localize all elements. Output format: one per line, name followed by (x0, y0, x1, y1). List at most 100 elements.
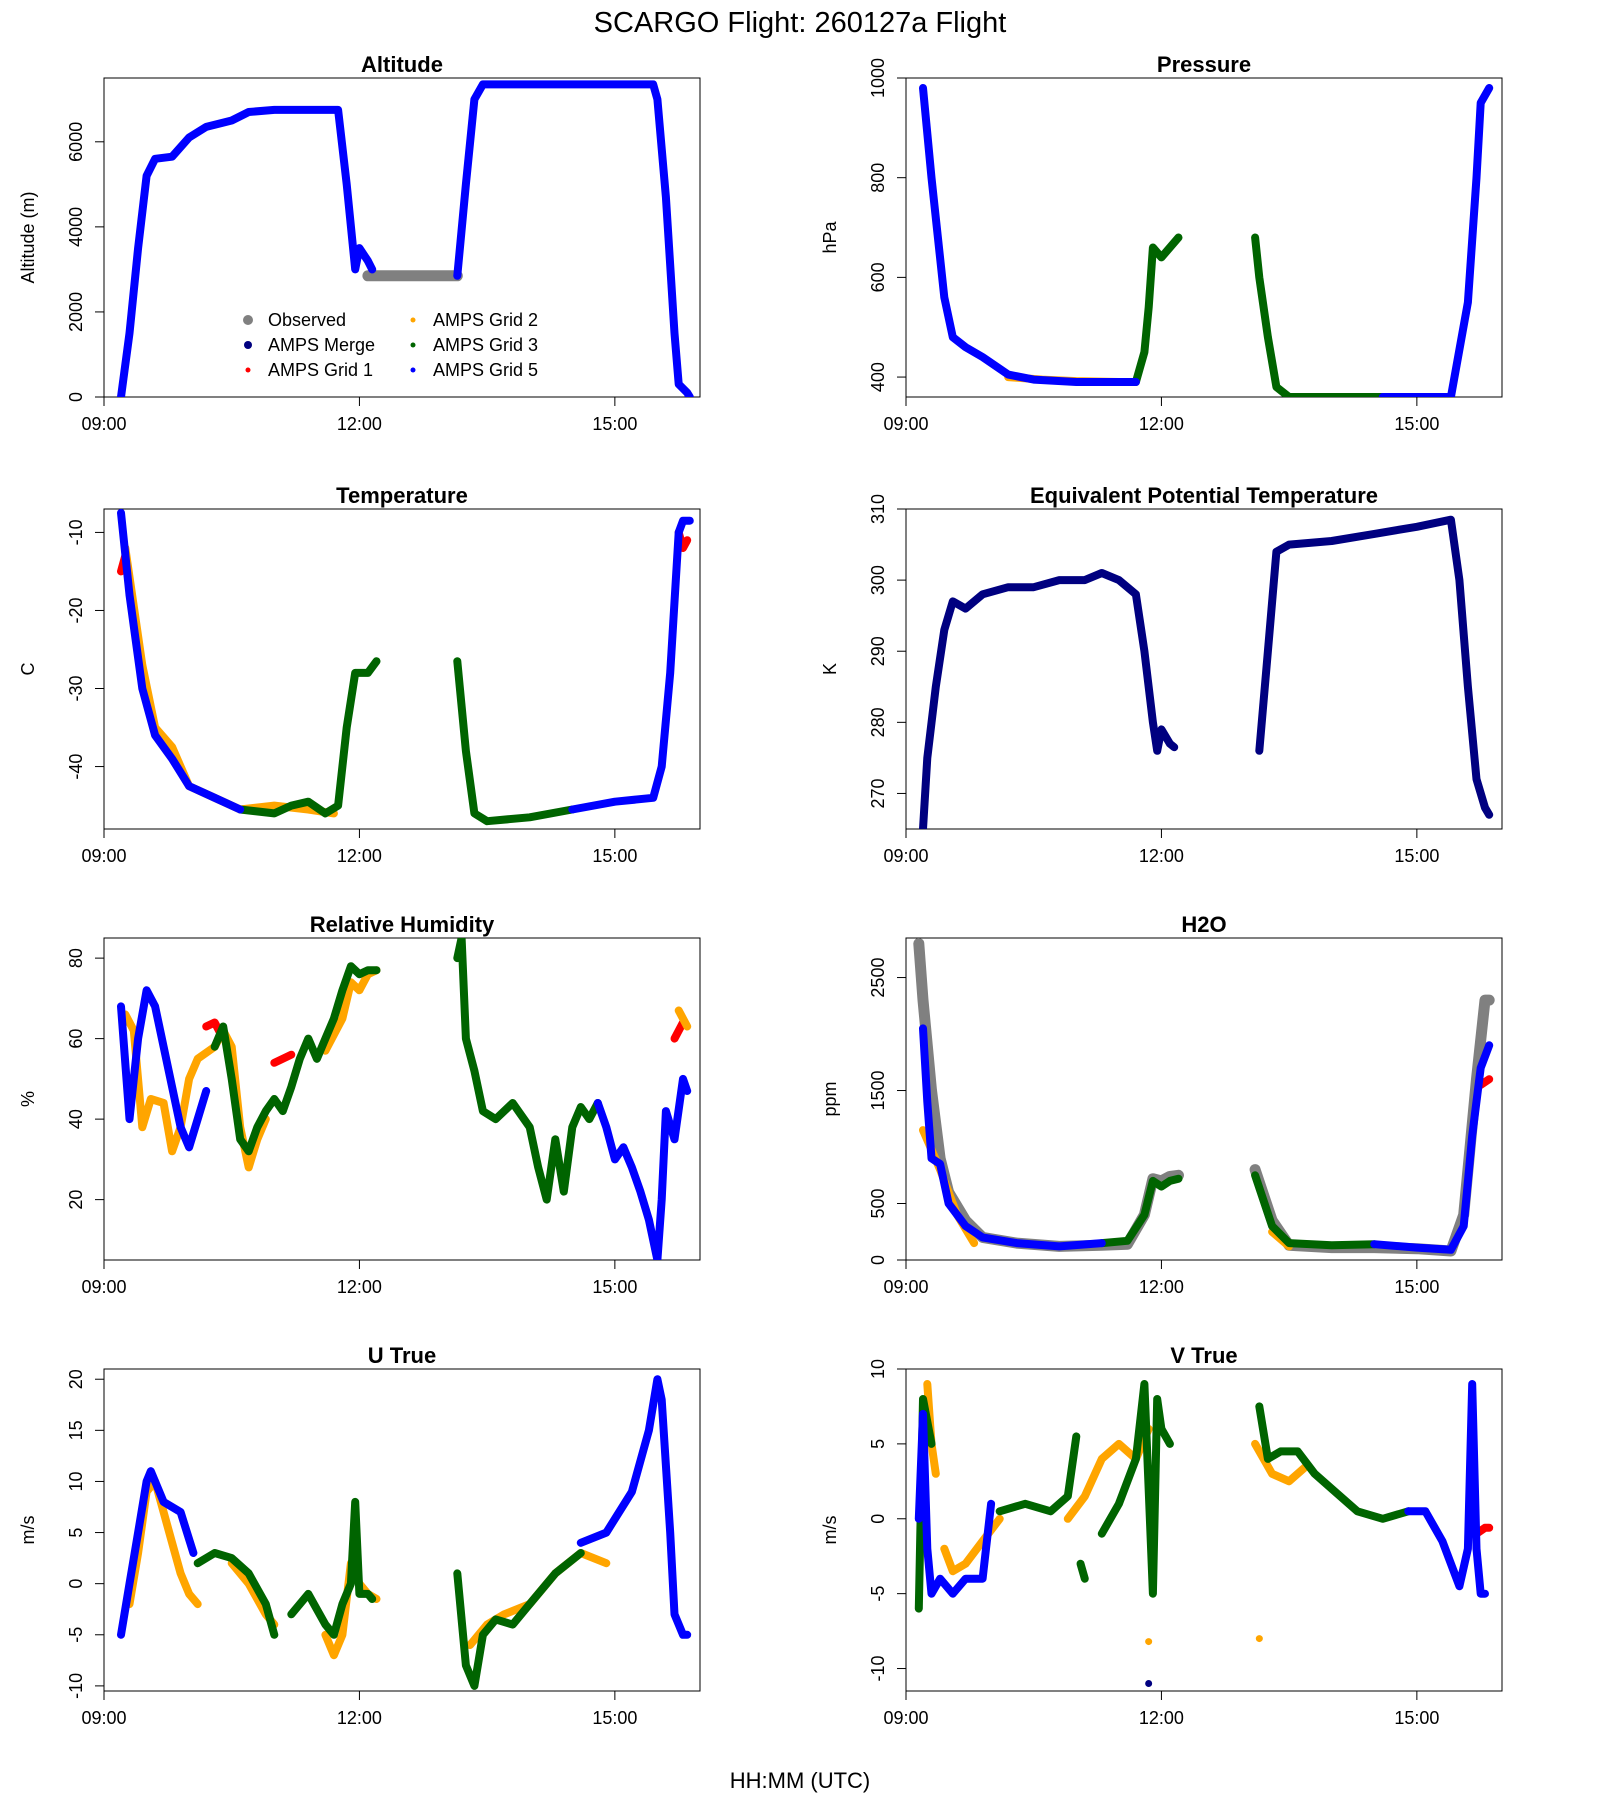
temperature-series-amps-grid-5 (568, 516, 694, 814)
h2o-x-tick-label: 15:00 (1394, 1277, 1439, 1297)
panel-relative-humidity: Relative Humidity 09:00 12:00 15:00 20 40 60 80… (18, 912, 701, 1297)
u-true-y-axis-label: m/s (18, 1516, 38, 1545)
temperature-series-amps-grid-2 (121, 544, 338, 818)
v-true-series-amps-grid-3 (1097, 1380, 1174, 1598)
u-true-y-tick-label: 0 (66, 1579, 86, 1589)
pressure-y-tick-label: 800 (868, 163, 888, 193)
v-true-y-tick-label: 10 (868, 1359, 888, 1379)
v-true-series-amps-grid-2 (1251, 1439, 1311, 1486)
v-true-point-amps-grid-2 (1145, 1638, 1153, 1646)
temperature-title: Temperature (336, 483, 468, 508)
h2o-y-axis-label: ppm (820, 1081, 840, 1116)
altitude-data-area (117, 80, 694, 397)
u-true-y-tick-label: -5 (66, 1627, 86, 1643)
legend-label-amps-grid-2: AMPS Grid 2 (433, 310, 538, 330)
pressure-plot-frame (905, 77, 1503, 398)
v-true-y-axis-label: m/s (820, 1516, 840, 1545)
temperature-series-amps-grid-3 (236, 657, 381, 818)
u-true-series-amps-grid-3 (287, 1497, 377, 1639)
v-true-point-amps-merge (1145, 1680, 1153, 1688)
v-true-y-tick-label: 0 (868, 1514, 888, 1524)
temperature-x-tick-label: 15:00 (592, 846, 637, 866)
altitude-title: Altitude (361, 52, 443, 77)
temperature-y-axis-label: C (18, 663, 38, 676)
equivalent-potential-temperature-y-tick-label: 300 (868, 565, 888, 595)
u-true-y-tick-label: 10 (66, 1471, 86, 1491)
v-true-y-tick-label: -5 (868, 1586, 888, 1602)
pressure-y-tick-label: 400 (868, 362, 888, 392)
panel-altitude: Altitude 09:00 12:00 15:00 0 2000 4000 6000 Alti… (18, 52, 701, 434)
pressure-series-amps-grid-3 (1131, 233, 1183, 386)
relative-humidity-series-amps-grid-5 (593, 1074, 692, 1260)
x-axis-label: HH:MM (UTC) (730, 1768, 871, 1793)
altitude-series-amps-grid-5 (117, 105, 377, 397)
equivalent-potential-temperature-y-tick-label: 280 (868, 707, 888, 737)
pressure-series-amps-grid-3 (1251, 233, 1387, 397)
temperature-y-tick-label: -20 (66, 597, 86, 623)
altitude-x-tick-label: 09:00 (81, 414, 126, 434)
relative-humidity-series-amps-grid-1 (270, 1050, 296, 1067)
h2o-series-amps-grid-5 (1370, 1041, 1494, 1254)
relative-humidity-series-amps-grid-2 (674, 1006, 692, 1031)
v-true-data-area (914, 1380, 1494, 1688)
relative-humidity-x-tick-label: 09:00 (81, 1277, 126, 1297)
equivalent-potential-temperature-y-tick-label: 270 (868, 778, 888, 808)
u-true-y-tick-label: -10 (66, 1673, 86, 1699)
legend-marker-amps-grid-2 (410, 317, 416, 323)
temperature-y-tick-label: -10 (66, 519, 86, 545)
main-title: SCARGO Flight: 260127a Flight (594, 7, 1007, 39)
equivalent-potential-temperature-series-amps-merge (919, 569, 1179, 829)
pressure-y-tick-label: 1000 (868, 58, 888, 98)
u-true-y-tick-label: 15 (66, 1420, 86, 1440)
u-true-x-tick-label: 15:00 (592, 1708, 637, 1728)
relative-humidity-data-area (117, 938, 692, 1260)
h2o-y-tick-label: 1500 (868, 1071, 888, 1111)
altitude-y-tick-label: 4000 (66, 207, 86, 247)
u-true-series-amps-grid-5 (117, 1467, 198, 1639)
h2o-series-amps-grid-3 (1251, 1171, 1379, 1250)
relative-humidity-series-amps-grid-5 (117, 986, 211, 1152)
v-true-x-tick-label: 09:00 (883, 1708, 928, 1728)
pressure-x-tick-label: 12:00 (1139, 414, 1184, 434)
v-true-plot-frame (905, 1368, 1503, 1692)
relative-humidity-plot-frame (103, 937, 701, 1261)
h2o-plot-frame (905, 937, 1503, 1261)
h2o-series-observed (1249, 994, 1495, 1257)
altitude-y-tick-label: 2000 (66, 292, 86, 332)
relative-humidity-y-tick-label: 80 (66, 948, 86, 968)
temperature-plot-frame (103, 508, 701, 830)
legend-label-observed: Observed (268, 310, 346, 330)
relative-humidity-x-tick-label: 15:00 (592, 1277, 637, 1297)
v-true-series-amps-grid-3 (914, 1395, 936, 1613)
altitude-y-axis-label: Altitude (m) (18, 191, 38, 283)
pressure-series-amps-grid-5 (919, 84, 1140, 386)
equivalent-potential-temperature-plot-frame (905, 508, 1503, 830)
h2o-x-tick-label: 09:00 (883, 1277, 928, 1297)
u-true-title: U True (368, 1343, 436, 1368)
relative-humidity-title: Relative Humidity (310, 912, 495, 937)
relative-humidity-y-tick-label: 60 (66, 1029, 86, 1049)
u-true-series-amps-grid-3 (193, 1549, 279, 1639)
u-true-x-tick-label: 09:00 (81, 1708, 126, 1728)
pressure-title: Pressure (1157, 52, 1251, 77)
panel-v-true: V True 09:00 12:00 15:00 -10 -5 0 5 10 m/s (820, 1343, 1503, 1728)
altitude-y-tick-label: 6000 (66, 122, 86, 162)
pressure-x-tick-label: 15:00 (1394, 414, 1439, 434)
altitude-x-tick-label: 15:00 (592, 414, 637, 434)
pressure-series-amps-grid-5 (1378, 84, 1494, 397)
u-true-y-tick-label: 20 (66, 1369, 86, 1389)
v-true-series-amps-grid-3 (1255, 1402, 1413, 1523)
pressure-y-axis-label: hPa (820, 220, 840, 253)
pressure-x-tick-label: 09:00 (883, 414, 928, 434)
v-true-y-tick-label: -10 (868, 1656, 888, 1682)
u-true-x-tick-label: 12:00 (337, 1708, 382, 1728)
temperature-series-amps-grid-5 (117, 509, 245, 814)
legend-marker-amps-merge (244, 341, 252, 349)
u-true-series-amps-grid-5 (576, 1375, 692, 1639)
equivalent-potential-temperature-title: Equivalent Potential Temperature (1030, 483, 1378, 508)
u-true-series-amps-grid-3 (453, 1549, 585, 1690)
temperature-series-amps-grid-3 (453, 657, 577, 826)
h2o-series-amps-grid-3 (1097, 1174, 1183, 1248)
legend-label-amps-grid-1: AMPS Grid 1 (268, 360, 373, 380)
